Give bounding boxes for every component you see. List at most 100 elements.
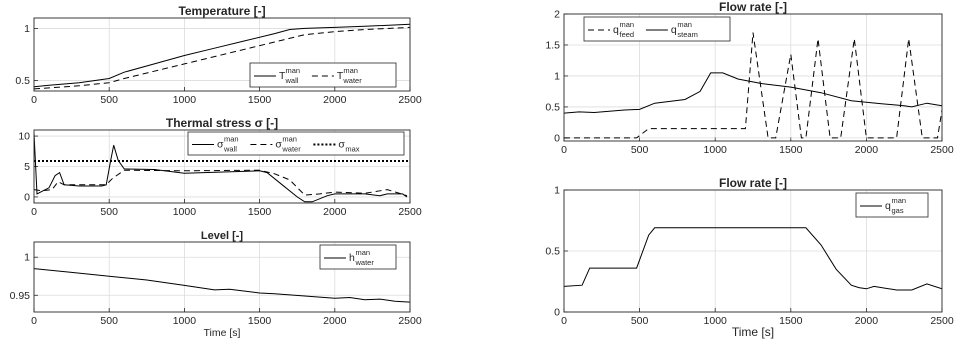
x-tick-label: 1500 bbox=[248, 206, 272, 218]
axes-box bbox=[563, 13, 943, 142]
y-tick-label: 0 bbox=[554, 132, 560, 144]
legend-box bbox=[187, 131, 405, 156]
y-tick-label: 0 bbox=[554, 307, 560, 319]
x-tick-label: 2500 bbox=[398, 94, 422, 106]
x-tick-label: 1500 bbox=[248, 94, 272, 106]
legend-box bbox=[583, 16, 731, 42]
y-tick-label: 0.5 bbox=[545, 101, 560, 113]
series-line-1 bbox=[34, 26, 410, 90]
legend-sub-1: water bbox=[281, 145, 301, 154]
x-tick-label: 1000 bbox=[704, 315, 728, 327]
x-tick-label: 2500 bbox=[930, 315, 954, 327]
x-tick-label: 500 bbox=[631, 315, 649, 327]
legend-label-0: q bbox=[613, 24, 619, 36]
legend-box bbox=[855, 192, 929, 218]
x-tick-label: 2000 bbox=[323, 206, 347, 218]
legend-sub-1: water bbox=[342, 76, 362, 85]
x-tick-label: 500 bbox=[100, 94, 118, 106]
x-tick-label: 0 bbox=[561, 315, 567, 327]
legend-sub-1: steam bbox=[677, 30, 697, 39]
legend-label-2: σ bbox=[338, 139, 345, 151]
chart-title: Temperature [-] bbox=[178, 4, 265, 18]
x-tick-label: 2000 bbox=[855, 144, 879, 156]
x-tick-label: 1500 bbox=[779, 315, 803, 327]
legend-box bbox=[319, 244, 397, 270]
y-tick-label: 1 bbox=[24, 23, 30, 35]
x-tick-label: 0 bbox=[561, 144, 567, 156]
x-tick-label: 1000 bbox=[704, 144, 728, 156]
y-tick-label: 0 bbox=[24, 191, 30, 203]
chart-panel-2: 0 500 1000 1500 2000 2500 0.95 1 Level [-] Time [… bbox=[10, 230, 422, 339]
chart-panel-0: 0 500 1000 1500 2000 2500 0.5 1 Temperature [-] T… bbox=[15, 4, 421, 106]
y-tick-label: 1 bbox=[554, 185, 560, 197]
legend-label-0: σ bbox=[217, 139, 224, 151]
x-tick-label: 1500 bbox=[779, 144, 803, 156]
legend-sup-0: man bbox=[224, 135, 239, 144]
chart-panel-3: 0 500 1000 1500 2000 2500 0 0.5 1 1.5 2 Flow rate [… bbox=[545, 0, 953, 156]
legend-sup-1: man bbox=[282, 135, 297, 144]
series-line-0 bbox=[34, 132, 408, 203]
legend-sub-0: feed bbox=[620, 30, 635, 39]
legend-sub-0: gas bbox=[892, 206, 904, 215]
y-tick-label: 0.95 bbox=[10, 290, 31, 302]
series-line-0 bbox=[34, 23, 410, 88]
axes-box bbox=[563, 189, 943, 313]
x-tick-label: 1000 bbox=[173, 315, 197, 327]
legend-sub-0: wall bbox=[285, 76, 299, 85]
y-tick-label: 1.5 bbox=[545, 39, 560, 51]
x-tick-label: 2000 bbox=[323, 315, 347, 327]
legend-sup-0: man bbox=[356, 248, 371, 257]
legend-sup-1: man bbox=[343, 66, 358, 75]
series-line-0 bbox=[34, 268, 410, 303]
legend-sub-0: water bbox=[355, 258, 375, 267]
x-tick-label: 2000 bbox=[855, 315, 879, 327]
legend-label-1: T bbox=[337, 70, 344, 82]
y-tick-label: 0.5 bbox=[15, 75, 30, 87]
axes-box bbox=[33, 17, 411, 92]
axes-box bbox=[33, 241, 411, 313]
legend-sup-0: man bbox=[892, 196, 907, 205]
axes-box bbox=[33, 129, 411, 204]
x-axis-label: Time [s] bbox=[732, 325, 774, 339]
series-line-0 bbox=[564, 32, 942, 139]
legend-label-1: σ bbox=[275, 139, 282, 151]
chart-panel-1: 0 500 1000 1500 2000 2500 0 5 10 Thermal stress σ… bbox=[18, 116, 422, 218]
y-tick-label: 2 bbox=[554, 9, 560, 21]
chart-title: Thermal stress σ [-] bbox=[166, 116, 278, 130]
x-tick-label: 2500 bbox=[398, 315, 422, 327]
chart-title: Flow rate [-] bbox=[719, 0, 787, 14]
series-line-1 bbox=[564, 72, 942, 114]
x-tick-label: 2000 bbox=[323, 94, 347, 106]
legend-box bbox=[249, 62, 397, 88]
series-line-1 bbox=[34, 169, 408, 197]
y-tick-label: 1 bbox=[554, 70, 560, 82]
y-tick-label: 1 bbox=[24, 252, 30, 264]
x-tick-label: 1000 bbox=[173, 206, 197, 218]
legend-label-0: q bbox=[885, 200, 891, 212]
legend-sup-0: man bbox=[286, 66, 301, 75]
legend-label-0: h bbox=[349, 252, 355, 264]
legend-label-0: T bbox=[279, 70, 286, 82]
x-tick-label: 500 bbox=[100, 206, 118, 218]
chart-title: Flow rate [-] bbox=[719, 176, 787, 190]
y-tick-label: 0.5 bbox=[545, 246, 560, 258]
series-line-0 bbox=[564, 227, 942, 291]
x-tick-label: 0 bbox=[31, 206, 37, 218]
y-tick-label: 10 bbox=[18, 131, 30, 143]
legend-sub-0: wall bbox=[223, 145, 237, 154]
x-tick-label: 500 bbox=[631, 144, 649, 156]
y-tick-label: 5 bbox=[24, 161, 30, 173]
chart-panel-4: 0 500 1000 1500 2000 2500 0 0.5 1 Flow rate [-] Ti… bbox=[545, 176, 953, 339]
legend-label-1: q bbox=[671, 24, 677, 36]
x-tick-label: 2500 bbox=[398, 206, 422, 218]
legend-sup-1: man bbox=[677, 20, 692, 29]
x-tick-label: 0 bbox=[31, 94, 37, 106]
x-tick-label: 500 bbox=[100, 315, 118, 327]
x-tick-label: 1500 bbox=[248, 315, 272, 327]
x-tick-label: 0 bbox=[31, 315, 37, 327]
